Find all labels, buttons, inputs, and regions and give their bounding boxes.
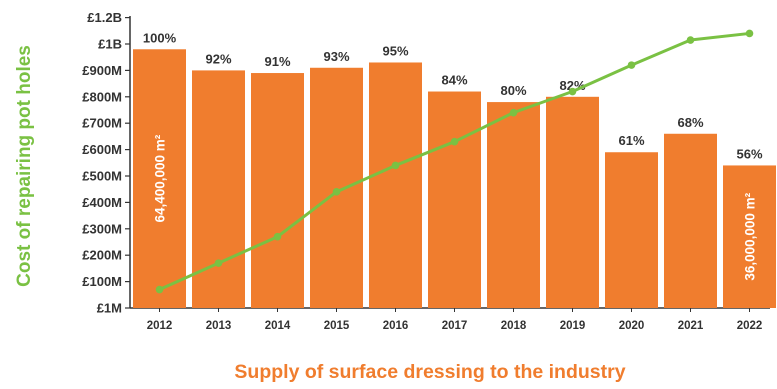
line-series [155, 29, 754, 294]
y-axis-label: Cost of repairing pot holes [14, 45, 35, 287]
bar-value-label: 61% [618, 133, 644, 148]
line-point [273, 232, 282, 241]
x-tick-label: 2012 [147, 320, 173, 332]
y-tick-label: £1M [97, 301, 122, 316]
y-tick-label: £1B [98, 37, 122, 52]
line-point [450, 137, 459, 146]
x-tick-label: 2020 [619, 320, 645, 332]
y-tick-label: £500M [82, 169, 122, 184]
y-tick-label: £1.2B [87, 10, 122, 25]
y-tick-label: £700M [82, 116, 122, 131]
line-point [568, 87, 577, 96]
bar-annotation: 36,000,000 m² [743, 192, 758, 280]
x-tick-label: 2016 [383, 320, 409, 332]
bar-value-labels: 100%92% 91% 93% 95%84%80% 82%61%68%56% [143, 30, 763, 161]
bar-value-label: 91% [264, 54, 290, 69]
line-point [745, 29, 754, 38]
bar [487, 102, 540, 308]
bar-annotations: 64,400,000 m² 36,000,000 m² [153, 134, 758, 280]
x-tick-label: 2017 [442, 320, 468, 332]
bar [605, 152, 658, 308]
bar [251, 73, 304, 308]
bar-value-label: 95% [382, 43, 408, 58]
x-tick-label: 2019 [560, 320, 586, 332]
bar-value-label: 100% [143, 30, 177, 45]
y-tick-label: £900M [82, 63, 122, 78]
y-tick-label: £200M [82, 248, 122, 263]
y-tick-label: £400M [82, 195, 122, 210]
bar-value-label: 93% [323, 49, 349, 64]
bar [428, 91, 481, 309]
bar [664, 133, 717, 308]
bar [133, 49, 186, 308]
bar-value-label: 80% [500, 83, 526, 98]
line-point [509, 108, 518, 117]
bar [723, 165, 776, 308]
bar-value-label: 68% [677, 115, 703, 130]
x-tick-label: 2018 [501, 320, 527, 332]
x-tick-labels: 2012 2013 2014 2015 2016 2017 2018 2019 2020 2021… [147, 320, 763, 332]
bar [369, 62, 422, 309]
bar-value-label: 56% [736, 146, 762, 161]
bar-annotation: 64,400,000 m² [153, 134, 168, 222]
bar [310, 67, 363, 308]
y-tick-label: £600M [82, 142, 122, 157]
x-axis-label: Supply of surface dressing to the indust… [234, 361, 625, 383]
x-tick-label: 2015 [324, 320, 350, 332]
line-point [627, 61, 636, 69]
line-point [686, 36, 695, 44]
bar [546, 96, 599, 308]
x-tick-label: 2014 [265, 320, 291, 332]
y-tick-labels: £1M £100M £200M £300M £400M £500M £600M £700M £8… [82, 10, 122, 315]
x-tick-label: 2013 [206, 320, 232, 332]
bar-value-label: 92% [205, 51, 231, 66]
bar [192, 70, 245, 309]
bar-series [133, 49, 776, 309]
line-point [155, 285, 164, 294]
y-tick-label: £100M [82, 274, 122, 289]
line-point [391, 161, 400, 170]
line-point [332, 188, 341, 196]
x-tick-label: 2022 [737, 320, 763, 332]
bar-value-label: 84% [441, 73, 467, 88]
x-tick-label: 2021 [678, 320, 704, 332]
line-point [214, 259, 223, 267]
y-tick-label: £800M [82, 89, 122, 104]
y-tick-label: £300M [82, 221, 122, 236]
